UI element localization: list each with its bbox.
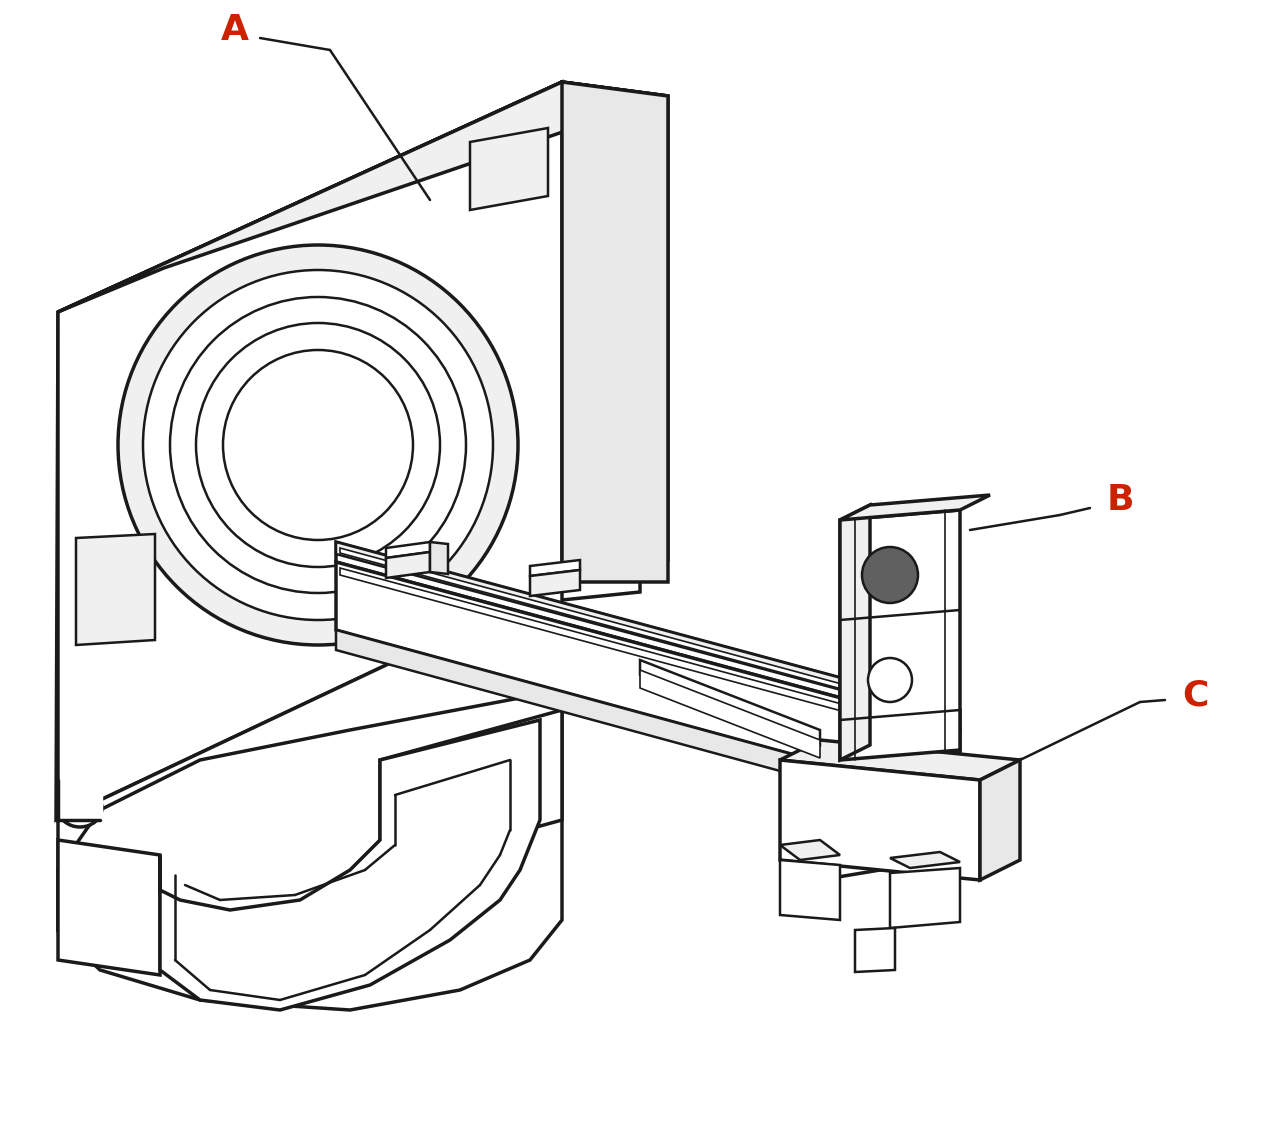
- Ellipse shape: [170, 297, 466, 593]
- Polygon shape: [530, 560, 580, 576]
- Polygon shape: [58, 82, 668, 312]
- Polygon shape: [640, 670, 820, 758]
- Polygon shape: [56, 82, 640, 820]
- Polygon shape: [780, 840, 840, 860]
- Polygon shape: [387, 542, 430, 558]
- Polygon shape: [562, 82, 668, 582]
- Polygon shape: [58, 780, 102, 820]
- Polygon shape: [58, 82, 562, 820]
- Ellipse shape: [118, 245, 518, 645]
- Polygon shape: [890, 868, 960, 928]
- Circle shape: [861, 547, 918, 603]
- Polygon shape: [430, 542, 448, 574]
- Ellipse shape: [196, 323, 440, 567]
- Polygon shape: [840, 510, 960, 760]
- Polygon shape: [855, 928, 895, 972]
- Text: A: A: [221, 14, 250, 47]
- Polygon shape: [780, 740, 1020, 780]
- Ellipse shape: [58, 789, 102, 827]
- Polygon shape: [780, 760, 980, 880]
- Text: C: C: [1181, 678, 1208, 712]
- Polygon shape: [890, 852, 960, 868]
- Polygon shape: [840, 505, 870, 760]
- Polygon shape: [530, 570, 580, 596]
- Ellipse shape: [143, 270, 493, 620]
- Polygon shape: [840, 495, 989, 520]
- Polygon shape: [58, 690, 562, 1010]
- Polygon shape: [780, 860, 840, 920]
- Polygon shape: [562, 82, 668, 580]
- Circle shape: [868, 658, 911, 702]
- Polygon shape: [335, 562, 960, 800]
- Ellipse shape: [223, 350, 413, 540]
- Polygon shape: [58, 582, 562, 930]
- Polygon shape: [980, 760, 1020, 880]
- Polygon shape: [640, 660, 820, 745]
- Polygon shape: [160, 720, 540, 1010]
- Polygon shape: [335, 631, 960, 820]
- Polygon shape: [820, 710, 881, 880]
- Polygon shape: [340, 548, 956, 720]
- Polygon shape: [387, 551, 430, 579]
- Polygon shape: [58, 82, 668, 312]
- Polygon shape: [76, 534, 155, 645]
- Polygon shape: [58, 840, 160, 975]
- Text: B: B: [1106, 483, 1134, 518]
- Polygon shape: [340, 568, 956, 742]
- Polygon shape: [335, 542, 960, 730]
- Polygon shape: [470, 128, 548, 210]
- Polygon shape: [335, 542, 960, 722]
- Polygon shape: [380, 710, 562, 870]
